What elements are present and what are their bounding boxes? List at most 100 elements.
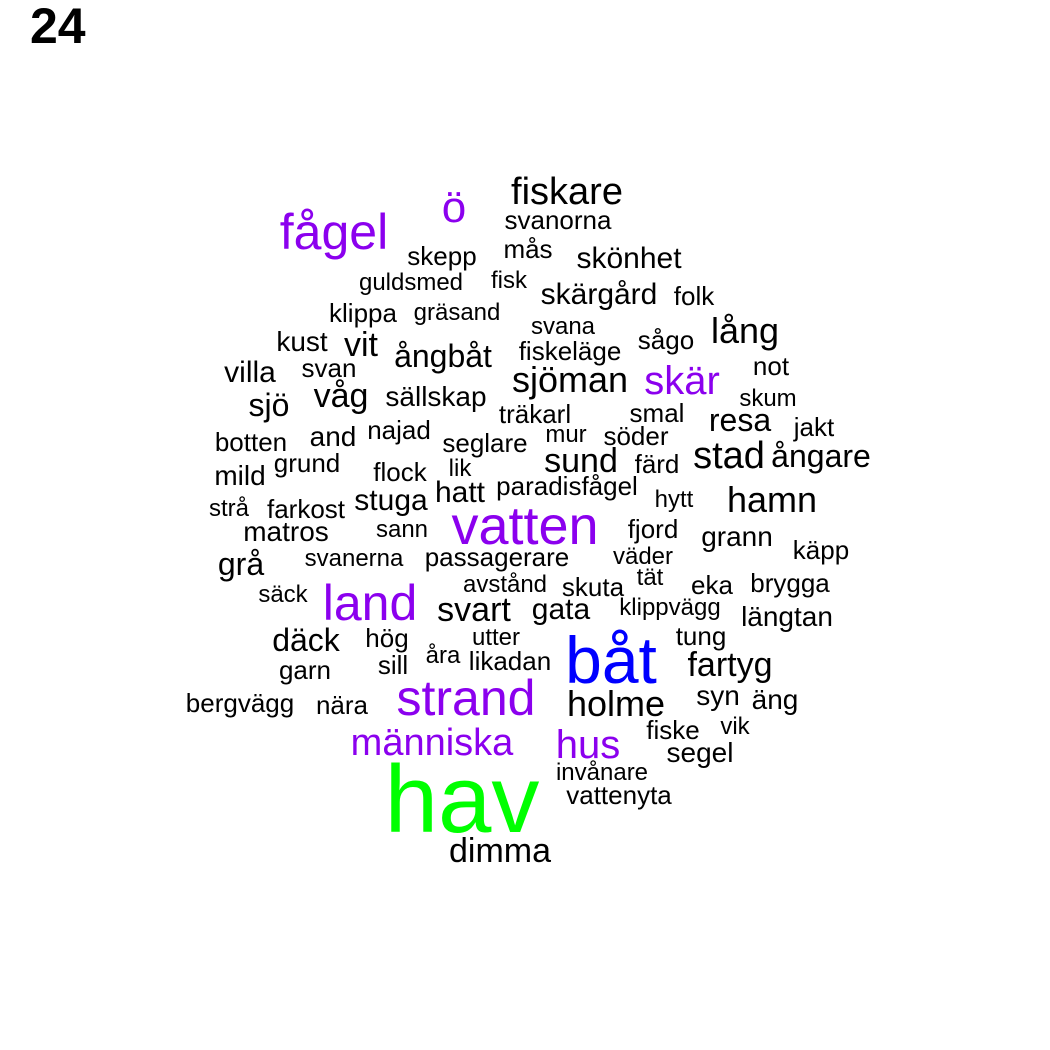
word-angare: ångare <box>771 438 871 474</box>
word-fartyg: fartyg <box>687 646 773 684</box>
word-passagerare: passagerare <box>424 542 570 572</box>
word-lang: lång <box>710 310 780 351</box>
word-strand: strand <box>396 670 536 726</box>
word-langtan: längtan <box>741 601 833 632</box>
word-brygga: brygga <box>750 568 830 598</box>
word-gra: grå <box>217 546 265 582</box>
word-seglare: seglare <box>442 428 528 458</box>
word-svanorna: svanorna <box>504 205 612 235</box>
word-eka: eka <box>691 570 733 600</box>
word-vader: väder <box>612 543 674 570</box>
word-vattenyta: vattenyta <box>566 780 672 810</box>
word-fiske: fiske <box>646 715 700 745</box>
word-svart: svart <box>437 591 511 629</box>
word-not: not <box>752 351 790 381</box>
word-bat: båt <box>565 623 657 697</box>
word-vatten: vatten <box>451 496 599 556</box>
word-tat: tät <box>636 564 664 591</box>
word-kapp: käpp <box>792 535 850 565</box>
word-smal: smal <box>629 398 685 428</box>
word-skar: skär <box>644 359 720 403</box>
word-fard: färd <box>634 449 680 479</box>
word-soder: söder <box>603 421 669 451</box>
word-flock: flock <box>373 457 427 487</box>
word-sjo: sjö <box>248 387 290 423</box>
word-skum: skum <box>739 385 797 412</box>
word-gata: gata <box>531 593 591 626</box>
word-farkost: farkost <box>266 494 346 524</box>
word-sann: sann <box>375 516 429 543</box>
word-skonhet: skönhet <box>576 242 682 275</box>
word-botten: botten <box>214 427 288 457</box>
word-tung: tung <box>675 621 727 651</box>
word-mild: mild <box>214 460 266 491</box>
word-guldsmed: guldsmed <box>358 269 464 296</box>
word-klippvagg: klippvägg <box>619 594 721 621</box>
word-and: and <box>309 421 357 452</box>
word-dack: däck <box>272 622 340 658</box>
word-sund: sund <box>544 442 618 480</box>
word-svana: svana <box>530 313 596 340</box>
word-najad: najad <box>367 415 431 445</box>
word-hus: hus <box>555 723 621 767</box>
word-hatt: hatt <box>434 476 486 509</box>
word-paradisfagel: paradisfågel <box>496 471 638 501</box>
word-svan: svan <box>301 353 357 383</box>
word-ara: åra <box>425 642 461 669</box>
word-stra: strå <box>208 495 250 522</box>
word-stad: stad <box>693 435 765 477</box>
word-sack: säck <box>258 581 308 608</box>
word-mur: mur <box>545 421 587 448</box>
word-utter: utter <box>471 624 521 651</box>
word-grund: grund <box>273 448 341 478</box>
word-sill: sill <box>377 650 409 680</box>
word-vik: vik <box>720 713 750 740</box>
word-fisk: fisk <box>491 267 527 294</box>
word-klippa: klippa <box>329 298 397 328</box>
word-hamn: hamn <box>726 479 818 520</box>
word-grann: grann <box>701 521 773 552</box>
word-lik: lik <box>448 455 472 482</box>
word-ang: äng <box>751 684 799 715</box>
word-garn: garn <box>278 655 332 685</box>
word-stuga: stuga <box>354 484 428 517</box>
word-vit: vit <box>344 326 378 364</box>
word-resa: resa <box>708 402 772 438</box>
word-avstand: avstånd <box>462 571 548 598</box>
word-fiskare: fiskare <box>511 171 623 213</box>
word-syn: syn <box>696 680 740 711</box>
word-hog: hög <box>365 623 409 653</box>
word-angbat: ångbåt <box>394 338 492 374</box>
word-skargard: skärgård <box>540 278 658 311</box>
word-bergvagg: bergvägg <box>185 688 295 718</box>
word-hav: hav <box>384 746 540 853</box>
word-fiskelage: fiskeläge <box>518 336 622 366</box>
word-sago: sågo <box>637 325 695 355</box>
word-sallskap: sällskap <box>385 381 487 412</box>
word-trakarl: träkarl <box>498 399 572 429</box>
word-grasand: gräsand <box>413 299 501 326</box>
word-folk: folk <box>673 281 715 311</box>
word-likadan: likadan <box>468 646 552 676</box>
word-fjord: fjord <box>627 514 679 544</box>
word-fagel: fågel <box>279 204 389 260</box>
word-dimma: dimma <box>448 832 552 870</box>
word-jakt: jakt <box>793 412 835 442</box>
word-land: land <box>322 575 418 631</box>
word-skepp: skepp <box>407 241 477 271</box>
page-number: 24 <box>30 0 86 54</box>
word-o: ö <box>441 183 467 232</box>
word-manniska: människa <box>350 722 514 764</box>
word-segel: segel <box>666 737 734 768</box>
word-nara: nära <box>315 690 369 720</box>
word-mas: mås <box>503 234 553 264</box>
word-sjoman: sjöman <box>511 359 629 400</box>
word-villa: villa <box>224 356 276 389</box>
word-holme: holme <box>566 683 666 724</box>
word-vag: våg <box>313 377 369 415</box>
word-hytt: hytt <box>654 486 694 513</box>
word-kust: kust <box>276 326 328 357</box>
word-matros: matros <box>243 516 329 547</box>
word-invanare: invånare <box>555 759 649 786</box>
